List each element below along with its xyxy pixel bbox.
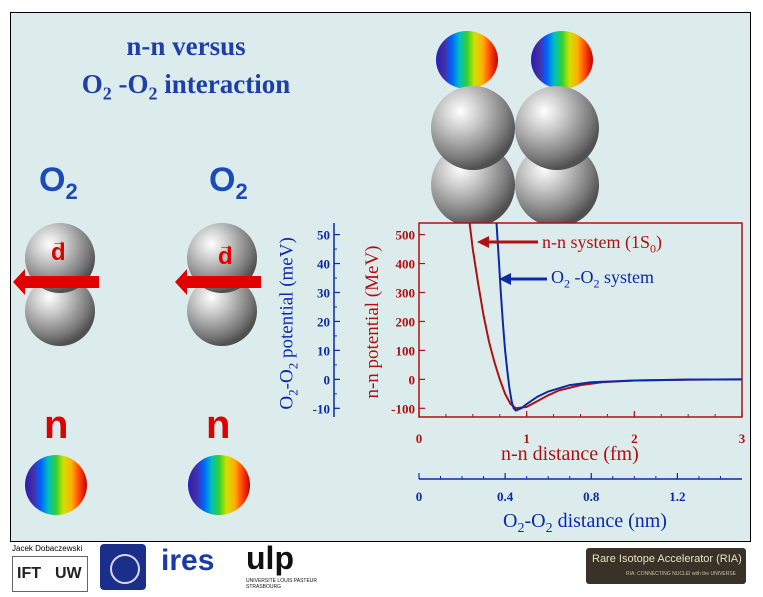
y-tick-label-4: 100	[396, 343, 416, 358]
y-tick-label-3: 200	[396, 314, 416, 329]
y2-tick-label-3: 20	[317, 314, 330, 329]
x-tick-label-0: 0	[416, 431, 423, 446]
ria-logo: Rare Isotope Accelerator (RIA) RIA: CONN…	[586, 548, 746, 584]
molecule-drawings	[13, 86, 599, 346]
x2-tick-label-0: 0	[416, 489, 423, 504]
y-tick-label-5: 0	[409, 372, 416, 387]
y-tick-label-6: -100	[391, 401, 415, 416]
dipole-label-1: → d	[51, 233, 67, 266]
author-name: Jacek Dobaczewski	[12, 544, 83, 553]
x2-tick-label-3: 1.2	[669, 489, 685, 504]
o2-molecule-2	[175, 223, 261, 346]
o2-pair	[431, 86, 599, 227]
neutron-label-1: n	[44, 403, 69, 447]
y2-tick-label-0: 50	[317, 228, 330, 243]
y2-tick-label-1: 40	[317, 257, 330, 272]
legend-nn: n-n system (1S0)	[542, 232, 662, 256]
university-seal-logo	[100, 544, 146, 590]
y2-tick-label-2: 30	[317, 285, 330, 300]
molecule-label-2: O2	[209, 161, 248, 204]
y2-tick-label-4: 10	[317, 343, 330, 358]
neutron-label-2: n	[206, 403, 231, 447]
o2-molecule-1	[13, 223, 99, 346]
x2-tick-label-2: 0.8	[583, 489, 600, 504]
neutron-sphere-top-2	[531, 31, 593, 89]
x-axis-label: n-n distance (fm)	[501, 443, 639, 465]
dipole-label-2: → d	[218, 237, 234, 270]
legend-o2: O2 -O2 system	[551, 267, 655, 291]
series-line-2	[495, 223, 742, 412]
molecule-label-1: O2	[39, 161, 78, 204]
x-tick-label-3: 3	[739, 431, 746, 446]
y2-axis-label: O2-O2 potential (meV)	[276, 237, 301, 410]
x2-axis-label: O2-O2 distance (nm)	[503, 510, 667, 536]
ires-logo: ires	[161, 544, 215, 577]
y2-tick-label-5: 0	[324, 372, 331, 387]
y-tick-label-2: 300	[396, 285, 416, 300]
legend-arrowhead-o2	[499, 273, 511, 285]
neutron-sphere-top-1	[436, 31, 498, 89]
title-line-1: n-n versus	[126, 31, 246, 61]
ift-uw-logo: IFT UW	[12, 556, 88, 592]
legend-arrowhead-nn	[477, 236, 489, 248]
ulp-logo: ulp UNIVERSITE LOUIS PASTEUR STRASBOURG	[246, 540, 318, 590]
x-tick-label-2: 2	[631, 431, 638, 446]
x2-tick-label-1: 0.4	[497, 489, 514, 504]
neutron-sphere-2	[188, 455, 250, 515]
y-axis-label: n-n potential (MeV)	[362, 245, 383, 399]
title-line-2: O2 -O2 interaction	[81, 69, 291, 104]
y-tick-label-0: 500	[396, 228, 416, 243]
slide: n-n versus O2 -O2 interaction O2 O2 n n	[10, 12, 751, 542]
y2-tick-label-6: -10	[313, 401, 330, 416]
neutron-sphere-1	[25, 455, 87, 515]
y-tick-label-1: 400	[396, 257, 416, 272]
x-tick-label-1: 1	[523, 431, 530, 446]
